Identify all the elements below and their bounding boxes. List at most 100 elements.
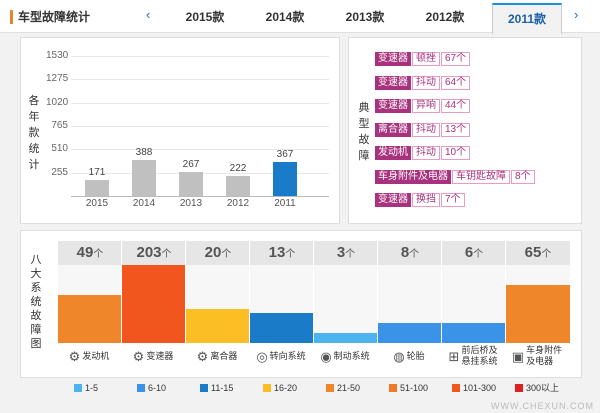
fault-count: 8个 — [511, 169, 535, 184]
fault-name: 车钥匙故障 — [452, 169, 510, 184]
title-accent-bar — [10, 10, 13, 24]
bar-2013[interactable] — [179, 171, 203, 196]
system-label[interactable]: ▣ 车身附件 及电器 — [505, 343, 569, 369]
tab-2013[interactable]: 2013款 — [345, 10, 385, 24]
legend-item: 300以上 — [515, 382, 559, 394]
legend-label: 1-5 — [85, 383, 99, 393]
system-name: 离合器 — [210, 350, 238, 361]
legend-label: 101-300 — [463, 383, 497, 393]
system-level-track — [250, 265, 314, 343]
fault-name: 抖动 — [412, 75, 440, 90]
system-label[interactable]: ◉ 制动系统 — [313, 343, 377, 369]
system-label[interactable]: ⊞ 前后桥及 悬挂系统 — [441, 343, 505, 369]
fault-category: 发动机 — [375, 146, 411, 160]
legend-swatch — [263, 384, 271, 392]
prev-arrow-icon[interactable]: ‹ — [146, 7, 151, 22]
fault-item[interactable]: 变速器 换挡 7个 — [375, 193, 465, 207]
legend-swatch — [389, 384, 397, 392]
system-column[interactable]: 8个 — [377, 241, 442, 343]
system-column[interactable]: 65个 — [505, 241, 570, 343]
fault-count: 44个 — [441, 99, 471, 113]
bar-2012[interactable] — [226, 175, 250, 196]
bar-value-label: 171 — [88, 167, 106, 179]
steering-wheel-icon: ◎ — [256, 348, 268, 364]
side-label-char: 统 — [30, 296, 42, 308]
system-column[interactable]: 203个 — [121, 241, 186, 343]
fault-item[interactable]: 变速器 顿挫 67个 — [375, 52, 471, 66]
system-column[interactable]: 13个 — [249, 241, 314, 343]
system-column[interactable]: 3个 — [313, 241, 378, 343]
next-arrow-icon[interactable]: › — [574, 7, 579, 22]
engine-icon: ⚙ — [68, 348, 81, 364]
side-label-char: 型 — [358, 118, 370, 130]
fault-category: 车身附件及电器 — [375, 169, 451, 184]
fault-item[interactable]: 变速器 异响 44个 — [375, 99, 471, 113]
system-count: 8个 — [378, 241, 442, 265]
legend-item: 6-10 — [137, 382, 166, 394]
side-label-char: 故 — [30, 310, 42, 322]
watermark: WWW.CHEXUN.COM — [491, 401, 594, 411]
system-name: 轮胎 — [406, 350, 425, 361]
fault-name: 顿挫 — [412, 52, 440, 66]
system-label[interactable]: ⚙ 发动机 — [57, 343, 121, 369]
legend-swatch — [200, 384, 208, 392]
side-label-char: 年 — [28, 111, 40, 123]
side-label-char: 统 — [28, 143, 40, 155]
legend-label: 6-10 — [148, 383, 167, 393]
side-label-char: 八 — [30, 254, 42, 266]
system-column[interactable]: 20个 — [185, 241, 250, 343]
typical-faults-panel: 典 型 故 障 变速器 顿挫 67个 变速器 抖动 64个 变速器 异响 44个 离合器 抖动 13个… — [348, 37, 582, 224]
system-level-fill — [506, 285, 570, 343]
system-level-track — [378, 265, 442, 343]
system-count-unit: 个 — [541, 249, 552, 260]
system-level-fill — [122, 265, 186, 343]
system-level-track — [506, 265, 570, 343]
tab-2011[interactable]: 2011款 — [492, 3, 562, 34]
clutch-icon: ⚙ — [196, 348, 209, 364]
side-label-char: 各 — [28, 95, 40, 107]
system-level-fill — [314, 332, 378, 343]
system-column[interactable]: 6个 — [441, 241, 506, 343]
gearbox-icon: ⚙ — [132, 348, 145, 364]
y-tick-label: 510 — [51, 143, 68, 155]
system-label[interactable]: ◍ 轮胎 — [377, 343, 441, 369]
system-count: 3个 — [314, 241, 378, 265]
bar-2014[interactable] — [132, 160, 156, 196]
bar-2015[interactable] — [85, 180, 109, 196]
fault-item[interactable]: 变速器 抖动 64个 — [375, 75, 471, 90]
side-label-char: 障 — [358, 150, 370, 162]
fault-item[interactable]: 车身附件及电器 车钥匙故障 8个 — [375, 169, 535, 184]
gridline — [71, 79, 329, 81]
tab-2015[interactable]: 2015款 — [185, 10, 225, 24]
bar-value-label: 267 — [182, 158, 200, 170]
legend-item: 1-5 — [74, 382, 98, 394]
side-label-char: 系 — [30, 282, 42, 294]
fault-item[interactable]: 离合器 抖动 13个 — [375, 122, 471, 137]
suspension-icon: ⊞ — [448, 348, 460, 364]
y-tick-label: 1530 — [46, 50, 69, 61]
legend-label: 11-15 — [211, 383, 234, 393]
fault-count: 67个 — [441, 52, 471, 66]
legend-swatch — [74, 384, 82, 392]
tab-2014[interactable]: 2014款 — [265, 10, 305, 24]
system-count-unit: 个 — [409, 249, 420, 260]
tab-2012[interactable]: 2012款 — [425, 10, 465, 24]
fault-name: 换挡 — [412, 193, 440, 207]
legend-swatch — [452, 384, 460, 392]
fault-item[interactable]: 发动机 抖动 10个 — [375, 146, 471, 160]
system-level-track — [442, 265, 506, 343]
legend-label: 21-50 — [337, 383, 361, 393]
fault-count: 13个 — [441, 122, 471, 137]
system-count: 20个 — [186, 241, 250, 265]
system-count-value: 8 — [400, 244, 410, 261]
bar-2011[interactable] — [273, 162, 297, 196]
system-label[interactable]: ⚙ 离合器 — [185, 343, 249, 369]
tire-icon: ◍ — [393, 348, 405, 364]
system-label[interactable]: ◎ 转向系统 — [249, 343, 313, 369]
system-level-fill — [250, 313, 314, 343]
system-count-value: 3 — [336, 244, 346, 261]
fault-category: 变速器 — [375, 52, 411, 66]
car-body-icon: ▣ — [511, 348, 525, 364]
system-label[interactable]: ⚙ 变速器 — [121, 343, 185, 369]
system-column[interactable]: 49个 — [57, 241, 122, 343]
